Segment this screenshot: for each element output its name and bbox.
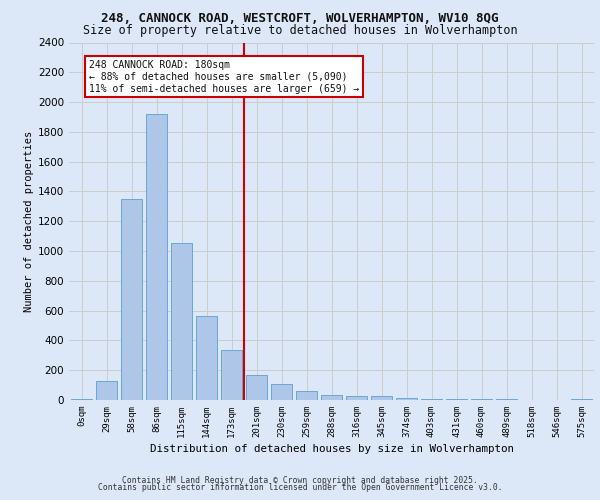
Bar (171, 243, 192, 400)
Bar (321, 395, 342, 400)
Bar (296, 391, 317, 400)
Bar (571, 398, 592, 400)
X-axis label: Distribution of detached houses by size in Wolverhampton: Distribution of detached houses by size … (149, 444, 514, 454)
Text: Size of property relative to detached houses in Wolverhampton: Size of property relative to detached ho… (83, 24, 517, 37)
Bar (221, 350, 242, 400)
Text: Contains public sector information licensed under the Open Government Licence v3: Contains public sector information licen… (98, 484, 502, 492)
Bar (396, 398, 417, 400)
Bar (371, 396, 392, 400)
Text: Contains HM Land Registry data © Crown copyright and database right 2025.: Contains HM Land Registry data © Crown c… (122, 476, 478, 485)
Bar (246, 374, 267, 400)
Bar (71, 398, 92, 400)
Bar (146, 114, 167, 400)
Text: 248 CANNOCK ROAD: 180sqm
← 88% of detached houses are smaller (5,090)
11% of sem: 248 CANNOCK ROAD: 180sqm ← 88% of detach… (89, 60, 359, 94)
Bar (96, 382, 117, 400)
Y-axis label: Number of detached properties: Number of detached properties (24, 130, 34, 312)
Bar (271, 384, 292, 400)
Bar (421, 398, 442, 400)
Text: 248, CANNOCK ROAD, WESTCROFT, WOLVERHAMPTON, WV10 8QG: 248, CANNOCK ROAD, WESTCROFT, WOLVERHAMP… (101, 12, 499, 26)
Bar (121, 199, 142, 400)
Bar (196, 316, 217, 400)
Bar (346, 396, 367, 400)
